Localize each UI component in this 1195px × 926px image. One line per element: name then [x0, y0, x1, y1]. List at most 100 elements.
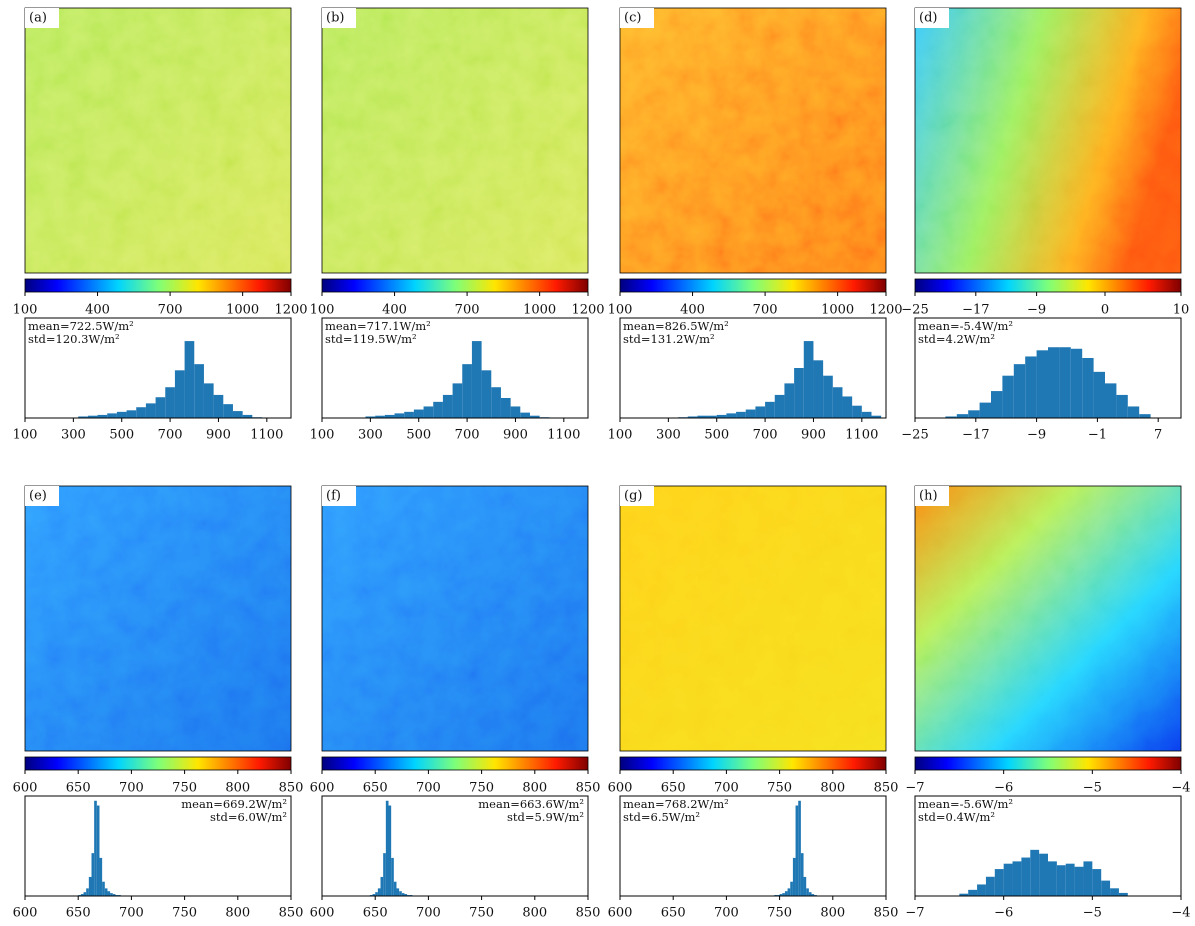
histogram-bar — [798, 800, 801, 896]
colorbar-tick-label: 10 — [1173, 303, 1190, 318]
histogram-bar — [110, 893, 113, 896]
colorbar-tick-label: 750 — [172, 781, 197, 796]
histogram-bar — [1013, 364, 1026, 418]
map-texture — [620, 8, 886, 273]
x-tick-label: 500 — [109, 428, 134, 443]
x-tick-label: 500 — [406, 428, 431, 443]
histogram-bar — [782, 893, 785, 896]
colorbar-tick-label: −25 — [901, 303, 928, 318]
map-texture — [915, 8, 1181, 273]
annotation: std=6.0W/m² — [210, 810, 287, 824]
histogram-bar — [80, 894, 84, 896]
colorbar-tick-label: 850 — [279, 781, 304, 796]
histogram-bar — [423, 406, 434, 418]
colorbar-tick-label: 1000 — [226, 303, 259, 318]
x-tick-label: 650 — [66, 906, 91, 921]
x-tick-label: 600 — [608, 906, 633, 921]
histogram-bar — [945, 416, 957, 418]
colorbar-tick-label: −17 — [962, 303, 989, 318]
histogram-bar — [1036, 350, 1048, 418]
histogram-bar — [1065, 863, 1075, 896]
annotation: mean=768.2W/m² — [623, 797, 729, 811]
histogram-bar — [155, 397, 166, 418]
histogram-bar — [1105, 383, 1117, 418]
x-tick-label: 850 — [576, 906, 601, 921]
colorbar-tick-label: 650 — [363, 781, 388, 796]
colorbar-tick-label: −5 — [1083, 781, 1102, 796]
histogram-bar — [784, 383, 795, 418]
histogram-bar — [687, 416, 698, 418]
panel-label-box — [25, 486, 59, 506]
colorbar-tick-label: 1200 — [274, 303, 307, 318]
panel-label-box — [915, 486, 949, 506]
x-tick-label: 600 — [13, 906, 38, 921]
panel-label-box — [322, 8, 356, 28]
colorbar-tick-label: 700 — [714, 781, 739, 796]
histogram-bar — [213, 394, 224, 418]
x-tick-label: 800 — [820, 906, 845, 921]
histogram-bar — [391, 857, 394, 896]
x-tick-label: 650 — [363, 906, 388, 921]
colorbar — [619, 756, 887, 771]
x-tick-label: 100 — [310, 428, 335, 443]
colorbar — [24, 278, 292, 293]
histogram-bar — [401, 893, 405, 896]
colorbar-tick-label: 700 — [416, 781, 441, 796]
histogram-bar — [1030, 849, 1040, 896]
histogram-bar — [813, 360, 824, 418]
histogram-bar — [520, 412, 530, 418]
x-tick-label: 600 — [310, 906, 335, 921]
histogram-bar — [736, 411, 746, 418]
histogram-bar — [1021, 857, 1031, 896]
histogram-bar — [994, 869, 1004, 896]
histogram-frame — [619, 795, 887, 897]
x-tick-label: −4 — [1171, 906, 1190, 921]
annotation: std=131.2W/m² — [623, 332, 715, 346]
panel-label: (c) — [624, 11, 641, 26]
histogram-bar — [94, 800, 97, 896]
x-tick-label: −9 — [1027, 428, 1046, 443]
histogram-bar — [985, 876, 995, 896]
histogram-bar — [1048, 861, 1057, 896]
histogram-bar — [745, 409, 756, 418]
x-tick-label: 300 — [358, 428, 383, 443]
histogram-bar — [784, 891, 788, 896]
x-tick-label: 700 — [455, 428, 480, 443]
panel-label-box — [620, 486, 654, 506]
histogram-bar — [399, 891, 402, 896]
annotation: std=6.5W/m² — [623, 810, 700, 824]
histogram-bar — [1003, 863, 1013, 896]
panel-label: (f) — [326, 489, 341, 504]
histogram-frame — [619, 317, 887, 419]
map-frame — [24, 485, 292, 752]
map-texture — [25, 8, 291, 273]
histogram-bar — [795, 805, 799, 896]
histogram-bar — [145, 403, 156, 418]
x-tick-label: 750 — [172, 906, 197, 921]
histogram-bar — [78, 416, 88, 418]
colorbar — [24, 756, 292, 771]
histogram-bar — [481, 370, 492, 418]
x-tick-label: −25 — [901, 428, 928, 443]
colorbar-tick-label: 850 — [874, 781, 899, 796]
annotation: mean=663.6W/m² — [478, 797, 584, 811]
histogram-bar — [88, 876, 92, 896]
histogram-bar — [433, 401, 443, 418]
histogram-bar — [83, 892, 87, 896]
histogram-frame — [24, 795, 292, 897]
colorbar-tick-label: 750 — [767, 781, 792, 796]
histogram-bar — [852, 405, 862, 418]
colorbar-tick-label: 650 — [661, 781, 686, 796]
map-frame — [914, 485, 1182, 752]
histogram-bar — [97, 414, 108, 418]
colorbar-tick-label: 700 — [455, 303, 480, 318]
colorbar-tick-label: 0 — [1101, 303, 1109, 318]
histogram-bar — [968, 889, 978, 896]
colorbar-tick-label: 400 — [85, 303, 110, 318]
annotation: std=4.2W/m² — [918, 332, 995, 346]
histogram-bar — [471, 341, 482, 418]
histogram-bar — [803, 876, 807, 896]
annotation: std=0.4W/m² — [918, 810, 995, 824]
histogram-bar — [375, 415, 385, 418]
colorbar-tick-label: 600 — [13, 781, 38, 796]
